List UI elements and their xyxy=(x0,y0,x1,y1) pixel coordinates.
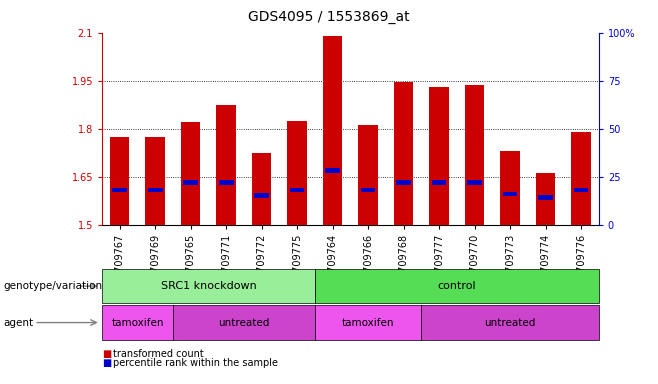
Bar xyxy=(148,188,163,192)
Bar xyxy=(323,36,342,225)
Bar xyxy=(255,194,269,198)
Bar xyxy=(536,174,555,225)
Bar xyxy=(184,180,198,185)
Bar xyxy=(252,153,272,225)
Bar xyxy=(503,192,517,196)
Text: tamoxifen: tamoxifen xyxy=(111,318,164,328)
Bar xyxy=(288,121,307,225)
Text: ■: ■ xyxy=(102,349,111,359)
Bar xyxy=(113,188,127,192)
Text: percentile rank within the sample: percentile rank within the sample xyxy=(113,358,278,368)
Bar xyxy=(432,180,446,185)
Text: SRC1 knockdown: SRC1 knockdown xyxy=(161,281,257,291)
Text: transformed count: transformed count xyxy=(113,349,204,359)
Bar xyxy=(500,151,520,225)
Bar xyxy=(574,188,588,192)
Bar xyxy=(571,132,591,225)
Text: agent: agent xyxy=(3,318,34,328)
Bar xyxy=(396,180,411,185)
Bar xyxy=(110,137,130,225)
Bar xyxy=(467,180,482,185)
Bar xyxy=(465,86,484,225)
Text: GDS4095 / 1553869_at: GDS4095 / 1553869_at xyxy=(248,10,410,23)
Bar xyxy=(359,126,378,225)
Bar xyxy=(145,137,165,225)
Bar xyxy=(216,105,236,225)
Bar xyxy=(429,87,449,225)
Text: untreated: untreated xyxy=(218,318,270,328)
Bar xyxy=(394,82,413,225)
Text: control: control xyxy=(438,281,476,291)
Bar xyxy=(325,169,340,173)
Text: ■: ■ xyxy=(102,358,111,368)
Bar xyxy=(181,122,201,225)
Text: tamoxifen: tamoxifen xyxy=(342,318,394,328)
Bar xyxy=(219,180,234,185)
Bar xyxy=(361,188,376,192)
Text: untreated: untreated xyxy=(484,318,536,328)
Bar xyxy=(538,195,553,200)
Text: genotype/variation: genotype/variation xyxy=(3,281,103,291)
Bar xyxy=(290,188,305,192)
